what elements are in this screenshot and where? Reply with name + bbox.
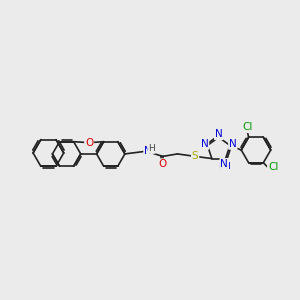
Text: H: H [218, 162, 225, 171]
Text: N: N [201, 139, 208, 149]
Text: N: N [220, 159, 228, 169]
Text: O: O [85, 138, 93, 148]
Text: N: N [144, 146, 152, 156]
Text: N: N [215, 129, 223, 139]
Text: Cl: Cl [268, 162, 278, 172]
Text: H: H [223, 162, 230, 171]
Text: Cl: Cl [242, 122, 252, 132]
Text: S: S [192, 152, 199, 161]
Text: O: O [159, 159, 167, 169]
Text: N: N [229, 139, 237, 149]
Text: H: H [148, 144, 155, 153]
